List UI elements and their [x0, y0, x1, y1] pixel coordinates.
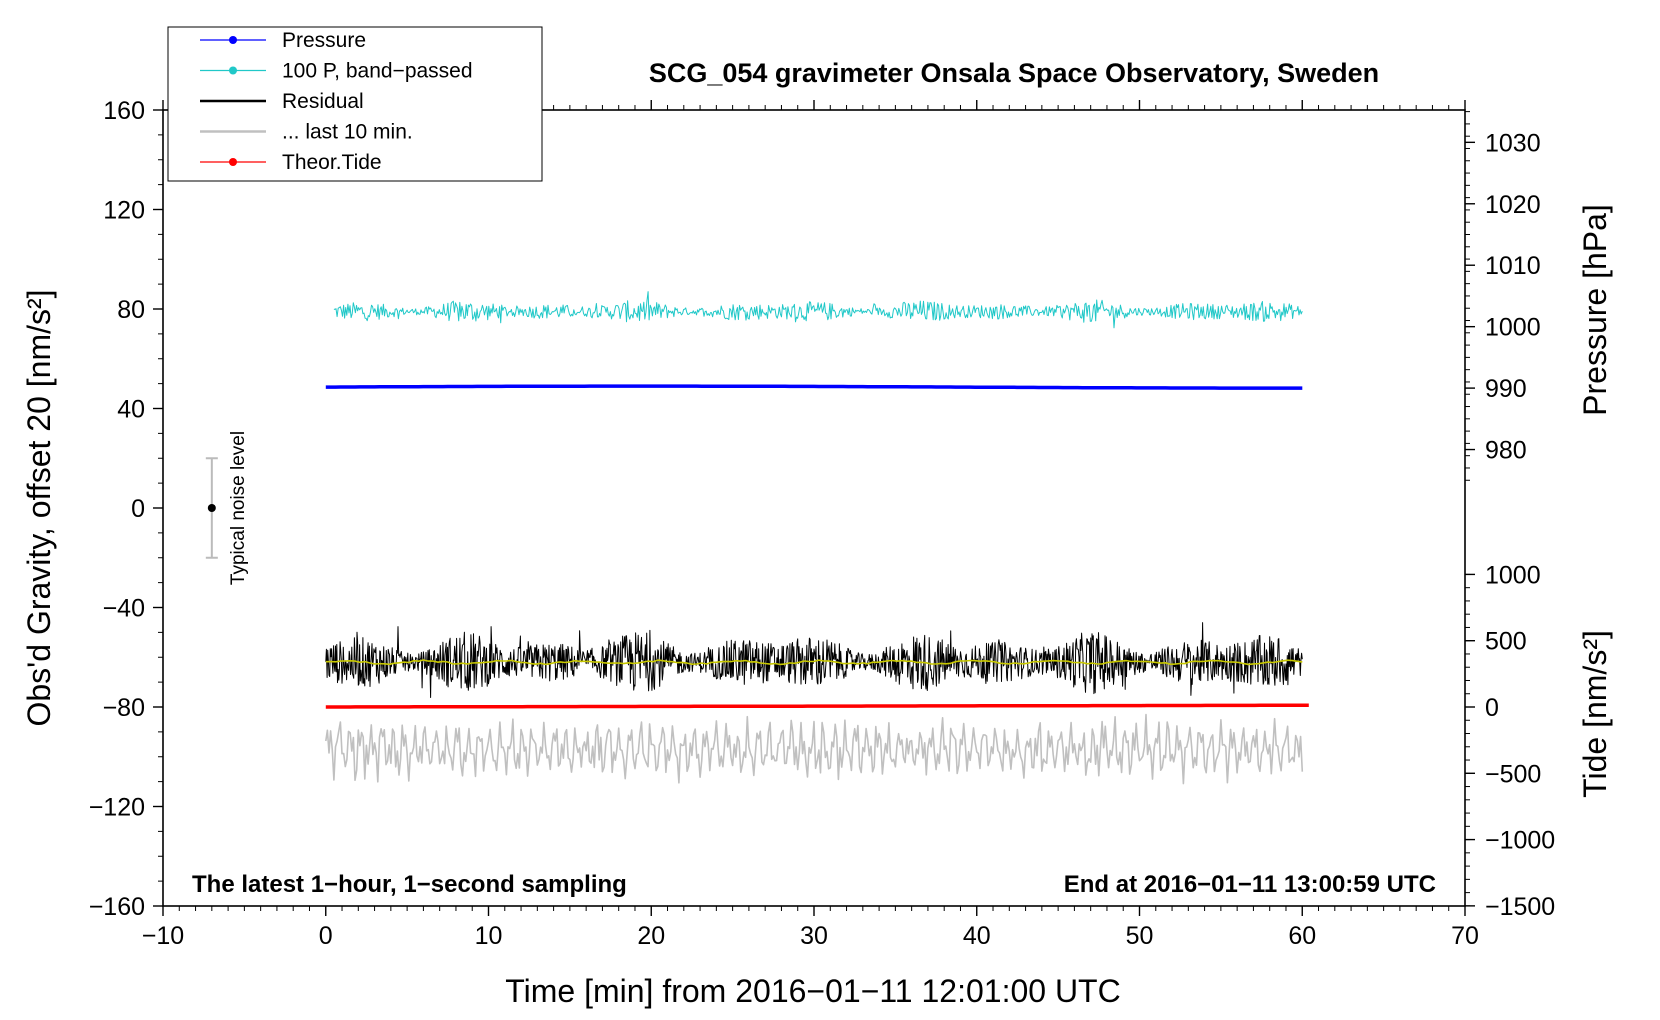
axes-layer: −10 0 10 20 30 40 50 60 7016012080400−40−80−120−…	[89, 97, 1556, 950]
y-tick-label: 160	[103, 97, 145, 125]
x-tick-label: 70	[1451, 922, 1479, 950]
x-tick-label: 20	[637, 922, 665, 950]
series-last-10-min	[325, 713, 1304, 785]
legend-marker	[229, 36, 237, 44]
series-smoothed	[325, 659, 1303, 666]
tide-tick-label: −500	[1485, 760, 1541, 788]
y-tick-label: −80	[103, 694, 145, 722]
tide-tick-label: 0	[1485, 694, 1499, 722]
pressure-tick-label: 990	[1485, 375, 1527, 403]
pressure-tick-label: 1020	[1485, 191, 1541, 219]
legend-label: ... last 10 min.	[282, 121, 413, 144]
x-tick-label: 30	[800, 922, 828, 950]
pressure-tick-label: 1010	[1485, 252, 1541, 280]
y-axis-title-pressure: Pressure [hPa]	[1577, 204, 1613, 416]
series-theor-tide	[325, 703, 1309, 709]
y-tick-label: 80	[117, 296, 145, 324]
y-tick-label: −40	[103, 595, 145, 623]
plot-frame	[162, 109, 1466, 907]
x-tick-label: 60	[1288, 922, 1316, 950]
y-tick-label: 0	[131, 495, 145, 523]
legend-box	[167, 26, 543, 182]
x-axis-title: Time [min] from 2016−01−11 12:01:00 UTC	[505, 973, 1120, 1009]
series-layer	[325, 291, 1309, 785]
pressure-tick-label: 1000	[1485, 314, 1541, 342]
annotation-left: The latest 1−hour, 1−second sampling	[192, 871, 627, 898]
tide-tick-label: 500	[1485, 628, 1527, 656]
legend-label: 100 P, band−passed	[282, 60, 473, 83]
noise-bar-marker	[207, 504, 216, 512]
legend: Pressure 100 P, band−passed Residual ... la…	[167, 26, 543, 182]
tide-tick-label: 1000	[1485, 561, 1541, 589]
annotation-right: End at 2016−01−11 13:00:59 UTC	[1064, 871, 1436, 898]
y-axis-title-left: Obs'd Gravity, offset 20 [nm/s²]	[21, 289, 57, 726]
y-tick-label: −160	[89, 893, 145, 921]
legend-label: Pressure	[282, 29, 366, 52]
x-tick-label: 40	[963, 922, 991, 950]
series-100-p-band-passed	[333, 291, 1303, 329]
tide-tick-label: −1000	[1485, 827, 1555, 855]
pressure-tick-label: 1030	[1485, 129, 1541, 157]
y-axis-title-tide: Tide [nm/s²]	[1577, 630, 1613, 798]
pressure-tick-label: 980	[1485, 437, 1527, 465]
noise-bar-label: Typical noise level	[228, 431, 249, 585]
y-tick-label: −120	[89, 794, 145, 822]
legend-marker	[229, 158, 237, 166]
series-residual	[325, 622, 1303, 698]
legend-label: Theor.Tide	[282, 151, 382, 174]
legend-label: Residual	[282, 90, 364, 113]
y-tick-label: 120	[103, 197, 145, 225]
tide-tick-label: −1500	[1485, 893, 1555, 921]
x-tick-label: 10	[475, 922, 503, 950]
x-tick-label: −10	[142, 922, 184, 950]
series-pressure	[325, 384, 1303, 390]
noise-layer: Typical noise level	[205, 431, 249, 585]
x-tick-label: 0	[319, 922, 333, 950]
x-tick-label: 50	[1126, 922, 1154, 950]
chart-title: SCG_054 gravimeter Onsala Space Observat…	[649, 58, 1379, 88]
legend-marker	[229, 66, 237, 75]
y-tick-label: 40	[117, 396, 145, 424]
